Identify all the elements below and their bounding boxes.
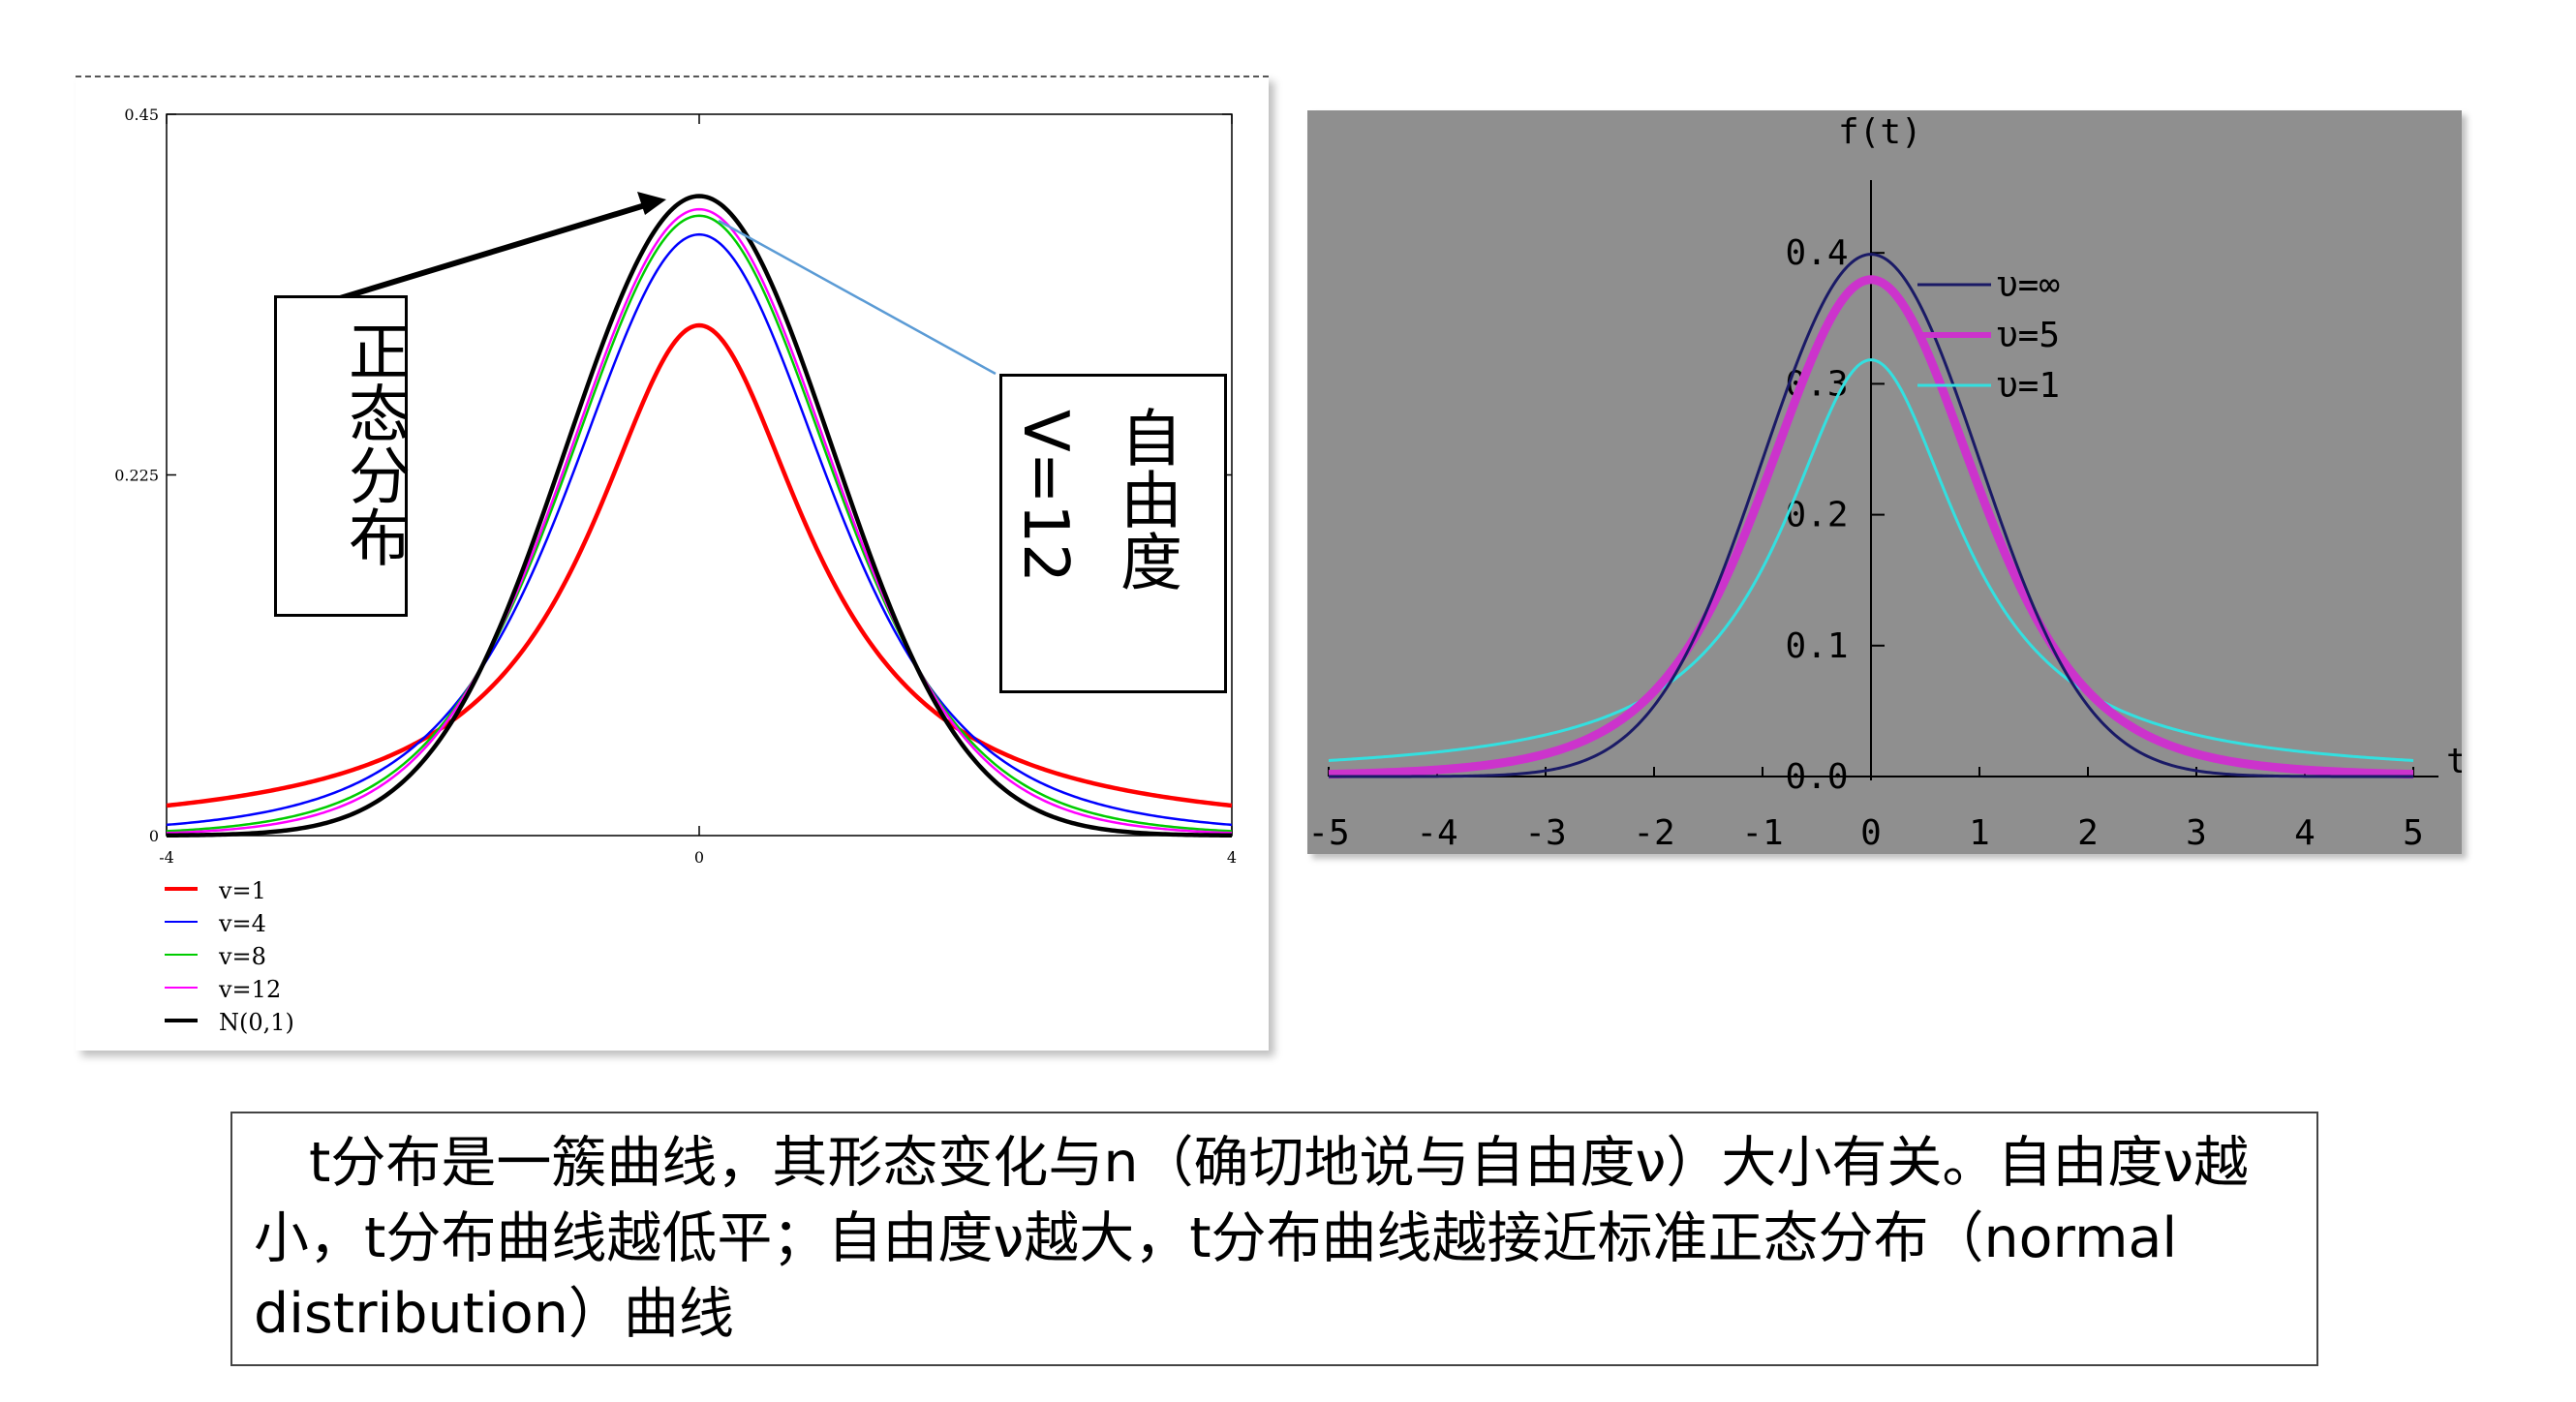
left-x-tick-label: 4 [1227,848,1237,867]
right-x-tick-label: 2 [2077,813,2099,853]
right-legend-label: υ=∞ [1997,265,2060,305]
right-y-tick-label: 0.0 [1785,757,1848,797]
right-curves [1328,253,2414,779]
right-y-tick-label: 0.1 [1785,626,1848,666]
right-y-axis-label: f(t) [1838,112,1922,152]
right-chart-panel: -5 -4 -3 -2 -1 0 1 2 3 4 5 0.4 0.3 0.2 0.1 0.0 υ=∞ υ=5 υ=… [1307,110,2462,854]
right-x-tick-label: 5 [2403,813,2424,853]
arrow-head [637,192,666,215]
right-x-tick-label: -2 [1633,813,1674,853]
right-x-tick-label: -4 [1416,813,1457,853]
right-legend: υ=∞ υ=5 υ=1 [1917,265,2060,406]
line-to-dof12-curve [718,219,997,376]
caption-text: t分布是一簇曲线，其形态变化与n（确切地说与自由度ν）大小有关。自由度ν越小，t… [254,1131,2250,1346]
callout-dof-text: 自由度 [1110,406,1181,592]
left-series-v=12 [166,207,1233,835]
left-series-v=8 [166,214,1233,833]
right-y-tick-label: 0.2 [1785,496,1848,535]
left-x-tick-label: 0 [694,848,704,867]
callout-normal-text: 正态分布 [338,320,410,567]
right-y-tick-label: 0.4 [1785,233,1848,273]
left-curves [166,194,1233,838]
right-series-υ=5 [1328,275,2414,779]
left-series-v=4 [166,232,1233,827]
left-legend-label: v=1 [218,877,266,904]
left-legend-label: v=4 [218,910,266,937]
left-series-N(0,1) [166,194,1233,838]
left-legend-label: N(0,1) [219,1009,294,1036]
callout-dof-value: V=12 [1009,410,1081,583]
left-legend-label: v=12 [218,976,281,1003]
right-legend-label: υ=5 [1997,316,2060,355]
right-x-axis-label: t [2446,742,2462,781]
right-x-tick-label: 4 [2294,813,2315,853]
left-series-v=1 [166,322,1233,808]
right-legend-label: υ=1 [1997,366,2060,406]
right-series-υ=1 [1328,358,2414,762]
right-series-υ=∞ [1329,253,2413,778]
caption-box: t分布是一簇曲线，其形态变化与n（确切地说与自由度ν）大小有关。自由度ν越小，t… [230,1112,2318,1366]
right-axes: -5 -4 -3 -2 -1 0 1 2 3 4 50.40.30.20.10.0 [1307,180,2438,853]
right-chart: -5 -4 -3 -2 -1 0 1 2 3 4 50.40.30.20.10.0 υ=∞υ=5υ=… [1307,112,2462,853]
left-legend: v=1 v=4 v=8 v=12 N(0,1) [165,877,294,1036]
left-x-tick-label: -4 [159,848,174,867]
callout-degrees-of-freedom: 自由度 V=12 [999,374,1227,693]
left-legend-label: v=8 [218,943,266,970]
right-x-tick-label: -3 [1524,813,1566,853]
left-annotation-arrows [326,192,997,376]
right-x-tick-label: 1 [1969,813,1990,853]
right-x-tick-label: 3 [2186,813,2207,853]
left-y-tick-label: 0 [149,827,159,845]
callout-normal-distribution: 正态分布 [274,295,410,617]
left-y-tick-label: 0.45 [124,106,159,124]
left-y-tick-label: 0.225 [114,467,159,485]
right-x-tick-label: 0 [1860,813,1882,853]
right-x-tick-label: -5 [1307,813,1349,853]
arrow-to-normal-peak [326,202,646,305]
right-x-tick-label: -1 [1741,813,1783,853]
left-chart-panel: 0.45 0.225 0 -4 0 4 v=1 v=4 v=8 v=12 N(0,1) 正态分布 … [76,76,1269,1051]
